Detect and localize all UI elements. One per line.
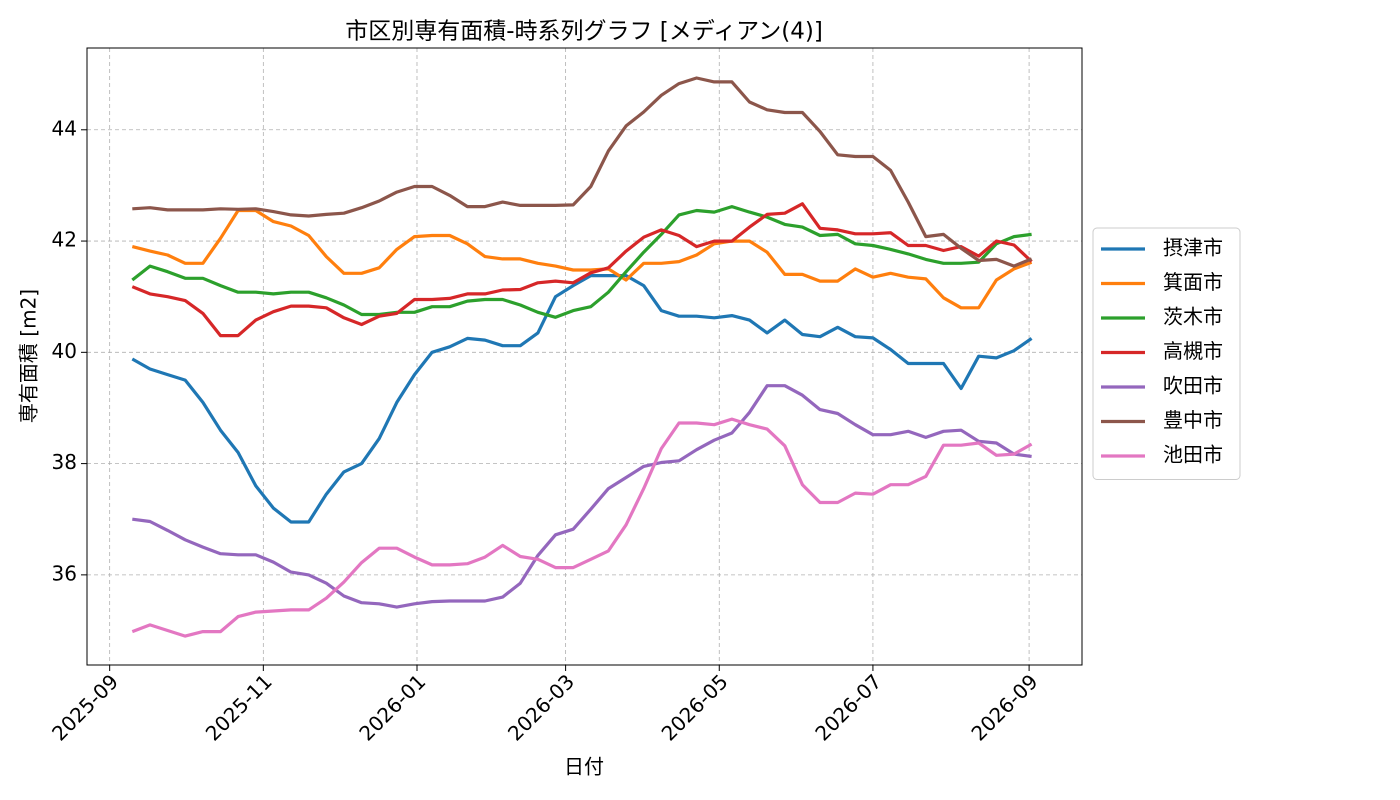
x-tick-label: 2026-05: [657, 669, 733, 745]
legend-label: 箕面市: [1163, 270, 1223, 294]
y-tick-label: 40: [52, 339, 77, 363]
y-tick-label: 44: [52, 116, 77, 140]
series-line: [132, 384, 1032, 609]
x-tick-label: 2026-09: [966, 669, 1042, 745]
legend-label: 高槻市: [1163, 339, 1223, 363]
series-line: [131, 202, 1033, 338]
y-tick-label: 42: [52, 228, 77, 252]
y-tick-label: 36: [52, 561, 77, 585]
y-tick-label: 38: [52, 450, 77, 474]
series-line: [132, 76, 1033, 268]
plot-frame: [86, 47, 1083, 666]
x-tick-label: 2026-07: [810, 669, 886, 745]
legend-box: [1092, 227, 1241, 480]
x-axis-label: 日付: [564, 755, 604, 779]
legend-label: 吹田市: [1163, 374, 1223, 398]
x-tick-label: 2026-03: [503, 669, 579, 745]
series-line: [131, 274, 1033, 524]
series-line: [131, 417, 1033, 638]
legend-label: 池田市: [1163, 443, 1223, 467]
legend-label: 茨木市: [1163, 305, 1223, 329]
series-line: [131, 208, 1033, 310]
series-line: [131, 205, 1032, 319]
x-tick-label: 2026-01: [354, 669, 430, 745]
y-axis-label: 専有面積 [m2]: [17, 289, 41, 423]
chart-title: 市区別専有面積-時系列グラフ [メディアン(4)]: [345, 19, 823, 45]
x-tick-label: 2025-11: [201, 669, 277, 745]
legend-label: 摂津市: [1163, 236, 1223, 260]
legend-label: 豊中市: [1163, 408, 1223, 432]
x-tick-label: 2025-09: [47, 669, 123, 745]
